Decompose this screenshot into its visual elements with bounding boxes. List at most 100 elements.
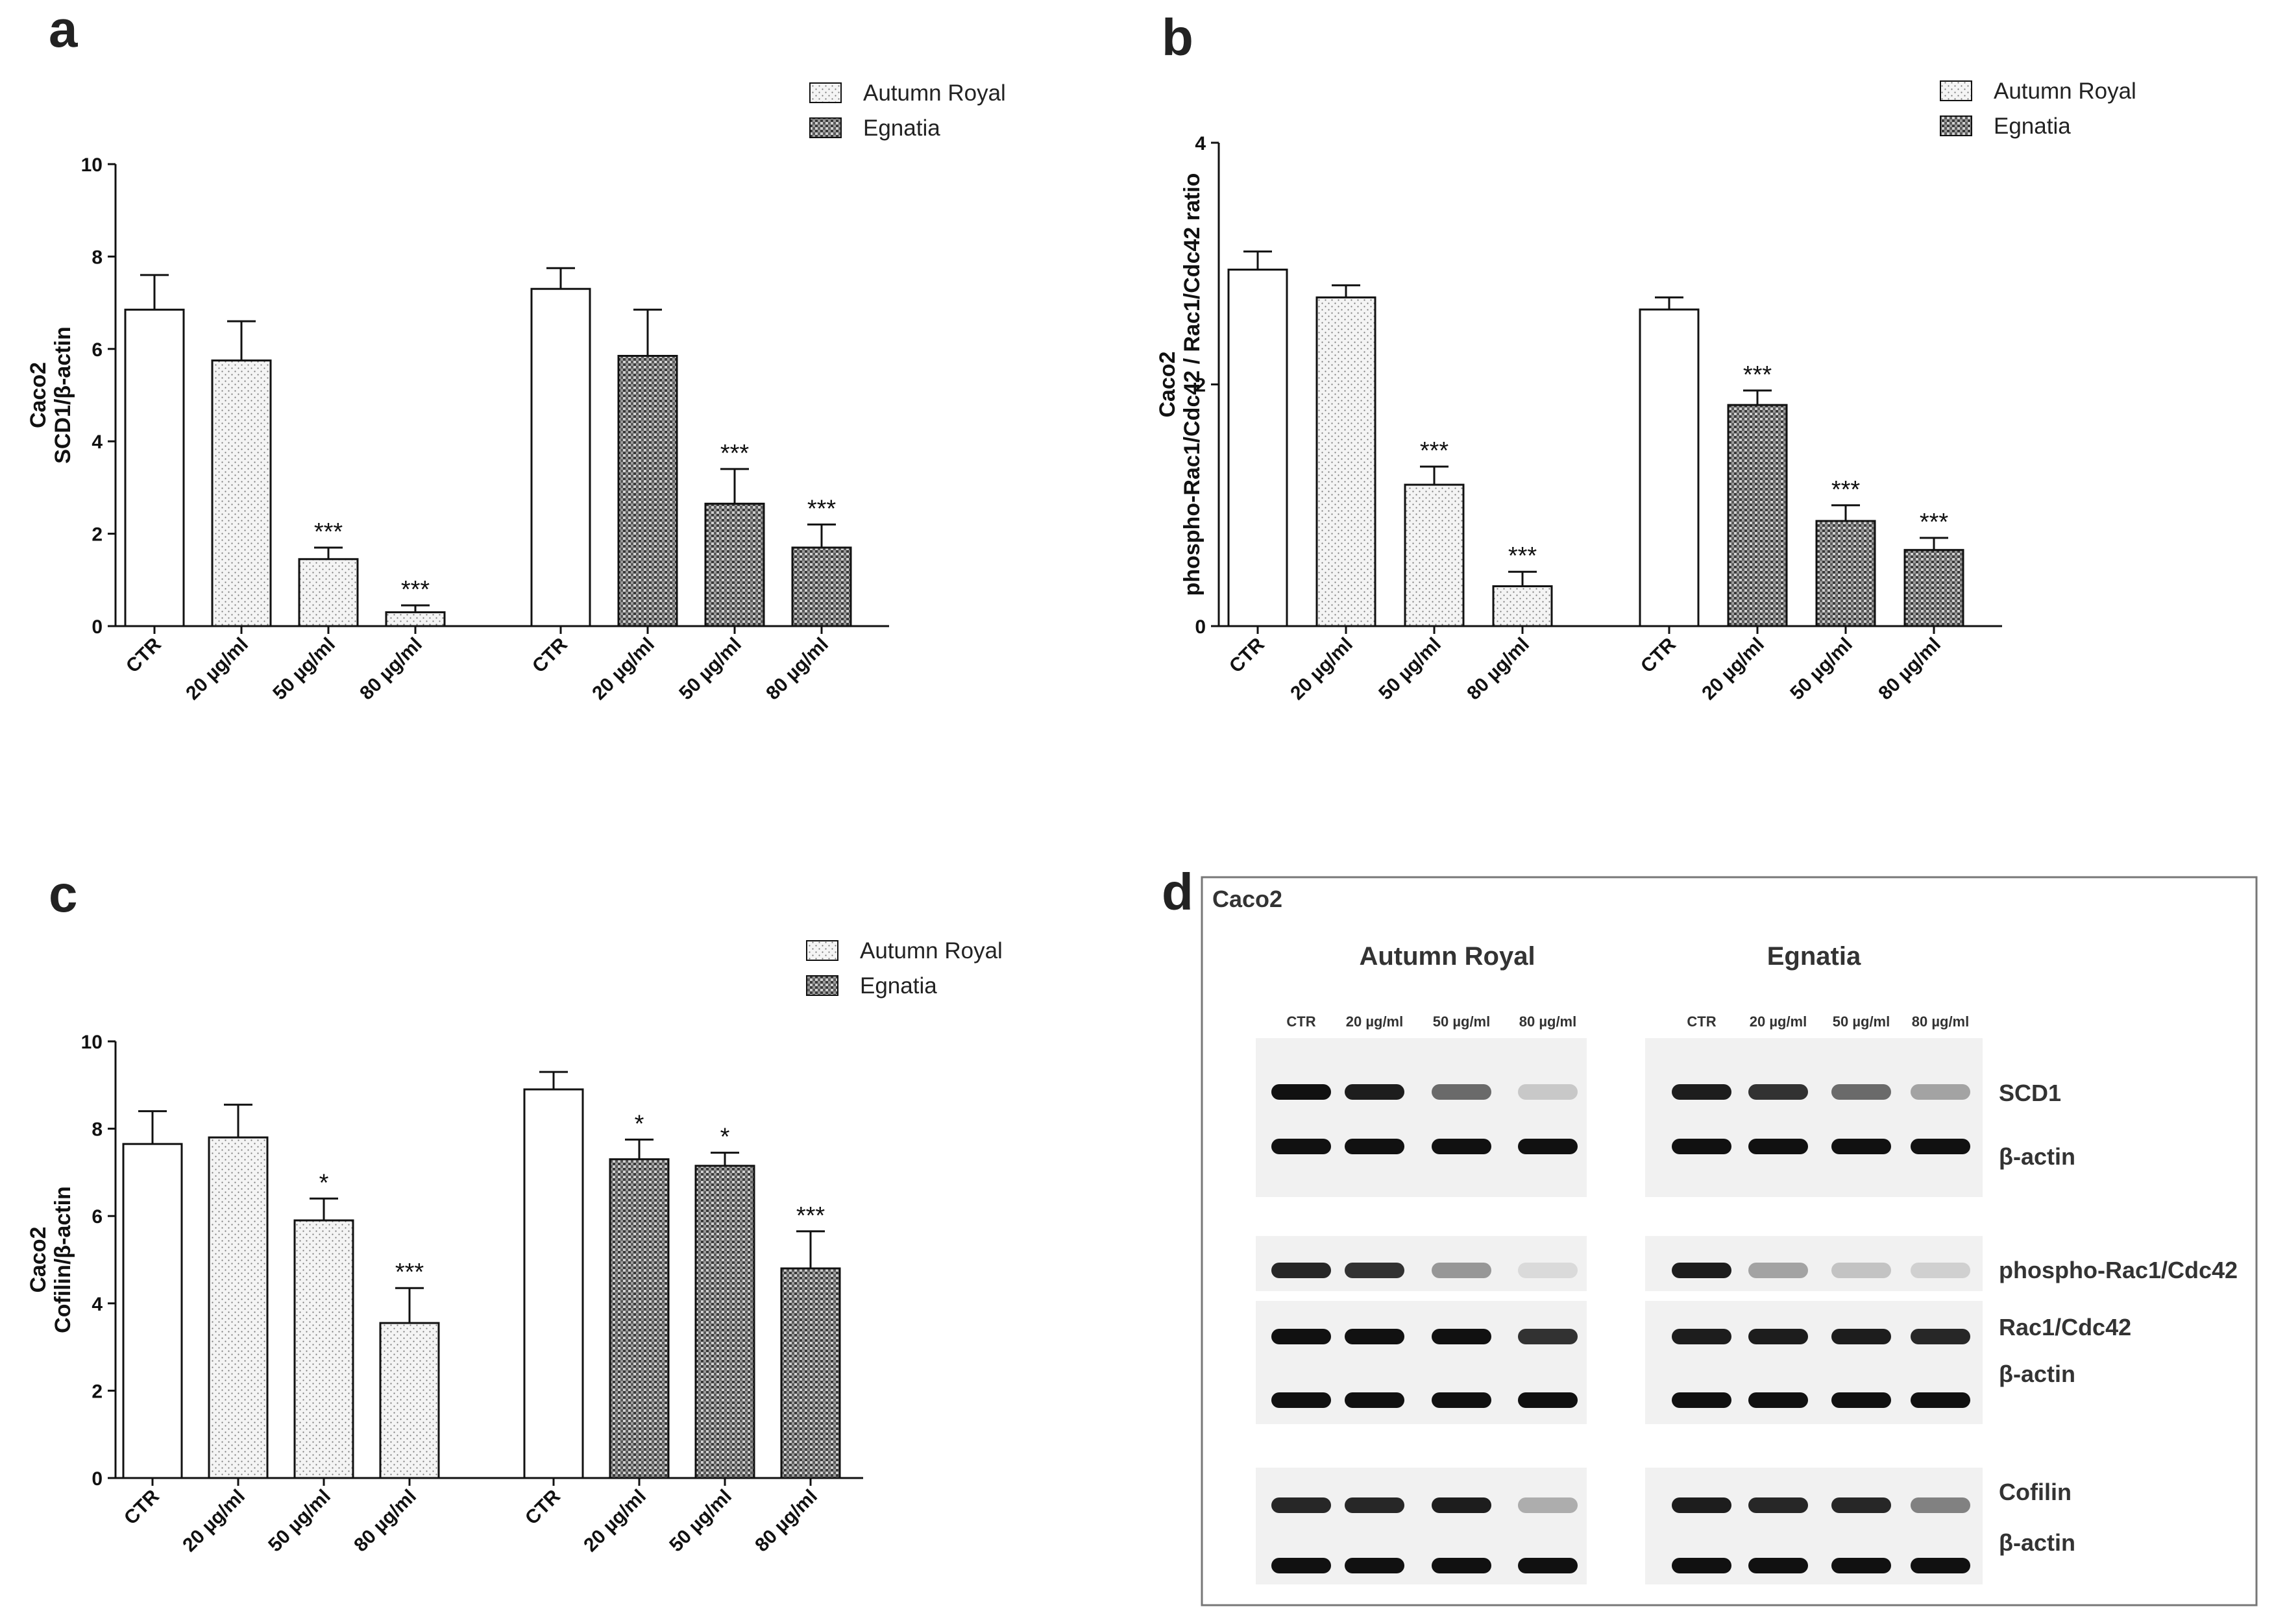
bar <box>523 1088 584 1479</box>
blot-band <box>1271 1497 1331 1513</box>
blot-band <box>1911 1392 1970 1408</box>
blot-band <box>1345 1084 1404 1100</box>
blot-band <box>1672 1392 1731 1408</box>
blot-group-label: Autumn Royal <box>1359 942 1535 971</box>
blot-row-label: SCD1 <box>1999 1080 2061 1106</box>
significance-label: * <box>319 1169 329 1196</box>
bar <box>1227 269 1288 627</box>
legend-swatch <box>1940 115 1972 136</box>
bar <box>298 558 359 627</box>
y-tick-label: 6 <box>92 339 103 361</box>
significance-label: * <box>635 1110 644 1137</box>
blot-band <box>1672 1139 1731 1154</box>
bar <box>293 1219 354 1479</box>
blot-band <box>1345 1392 1404 1408</box>
bar <box>122 1143 183 1479</box>
x-tick-label: 50 µg/ml <box>269 634 339 705</box>
y-axis-label: phospho-Rac1/Cdc42 / Rac1/Cdc42 ratio <box>1180 173 1204 596</box>
y-tick-label: 8 <box>92 1119 103 1141</box>
y-tick-label: 0 <box>1195 616 1206 638</box>
panel-letter: a <box>49 0 78 58</box>
bar <box>694 1165 755 1479</box>
blot-band <box>1831 1497 1891 1513</box>
blot-band <box>1518 1392 1578 1408</box>
blot-row-label: Rac1/Cdc42 <box>1999 1314 2131 1340</box>
x-tick-label: 80 µg/ml <box>356 634 426 705</box>
blot-band <box>1345 1263 1404 1278</box>
blot-band <box>1432 1139 1491 1154</box>
blot-band <box>1831 1084 1891 1100</box>
blot-band <box>1748 1392 1808 1408</box>
blot-band <box>1672 1263 1731 1278</box>
significance-label: *** <box>1508 542 1537 570</box>
lane-label: CTR <box>1687 1013 1716 1030</box>
blot-band <box>1911 1139 1970 1154</box>
bar <box>780 1267 841 1479</box>
legend-label: Egnatia <box>863 115 940 141</box>
blot-band <box>1345 1329 1404 1344</box>
blot-band <box>1748 1497 1808 1513</box>
lane-label: 50 µg/ml <box>1833 1013 1890 1030</box>
legend-label: Autumn Royal <box>860 938 1003 963</box>
blot-band <box>1518 1558 1578 1573</box>
x-tick-label: 20 µg/ml <box>1286 634 1357 705</box>
bar <box>1727 404 1788 627</box>
y-tick-label: 0 <box>92 616 103 638</box>
bar <box>617 354 678 627</box>
significance-label: * <box>720 1124 730 1151</box>
legend-label: Egnatia <box>860 973 937 999</box>
bar <box>704 502 765 627</box>
legend-swatch <box>1940 80 1972 101</box>
x-tick-label: 80 µg/ml <box>1874 634 1945 705</box>
x-tick-label: CTR <box>521 1485 565 1529</box>
blot-group-label: Egnatia <box>1767 942 1861 971</box>
legend-label: Autumn Royal <box>1994 79 2136 104</box>
blot-band <box>1271 1392 1331 1408</box>
blot-band <box>1432 1263 1491 1278</box>
y-tick-label: 4 <box>92 431 103 453</box>
y-tick-label: 0 <box>92 1468 103 1490</box>
x-tick-label: 80 µg/ml <box>1463 634 1534 705</box>
bar <box>1315 296 1376 627</box>
blot-band <box>1518 1084 1578 1100</box>
x-tick-label: 50 µg/ml <box>264 1486 335 1557</box>
blot-band <box>1672 1558 1731 1573</box>
x-tick-label: 50 µg/ml <box>1786 634 1857 705</box>
lane-label: 80 µg/ml <box>1519 1013 1576 1030</box>
blot-band <box>1748 1139 1808 1154</box>
blot-band <box>1518 1497 1578 1513</box>
significance-label: *** <box>807 495 837 522</box>
blot-band <box>1518 1139 1578 1154</box>
x-tick-label: CTR <box>120 1485 164 1529</box>
bar <box>1815 520 1876 627</box>
y-tick-label: 4 <box>1195 133 1206 154</box>
significance-label: *** <box>1743 361 1772 389</box>
blot-band <box>1672 1084 1731 1100</box>
panel-letter: c <box>49 865 78 923</box>
blot-band <box>1432 1558 1491 1573</box>
blot-band <box>1271 1139 1331 1154</box>
bar <box>379 1322 440 1479</box>
blot-band <box>1748 1329 1808 1344</box>
blot-membrane <box>1645 1038 1983 1197</box>
blot-band <box>1672 1497 1731 1513</box>
x-tick-label: 80 µg/ml <box>350 1486 421 1557</box>
bar <box>1903 549 1964 627</box>
significance-label: *** <box>314 518 343 546</box>
legend-label: Egnatia <box>1994 114 2071 139</box>
blot-band <box>1748 1084 1808 1100</box>
x-tick-label: CTR <box>528 633 572 677</box>
bar <box>609 1158 670 1479</box>
x-tick-label: CTR <box>122 633 165 677</box>
bar <box>385 611 446 627</box>
x-tick-label: 80 µg/ml <box>762 634 833 705</box>
panel-d-western-blot: d Caco2 Autumn Royal Egnatia CTR 20 µg/ml… <box>1162 863 2258 1606</box>
lane-label: 80 µg/ml <box>1912 1013 1969 1030</box>
x-tick-label: 50 µg/ml <box>665 1486 736 1557</box>
bar <box>530 287 591 627</box>
y-tick-label: 4 <box>92 1294 103 1315</box>
blot-band <box>1271 1329 1331 1344</box>
x-tick-label: CTR <box>1225 633 1269 677</box>
blot-band <box>1345 1558 1404 1573</box>
